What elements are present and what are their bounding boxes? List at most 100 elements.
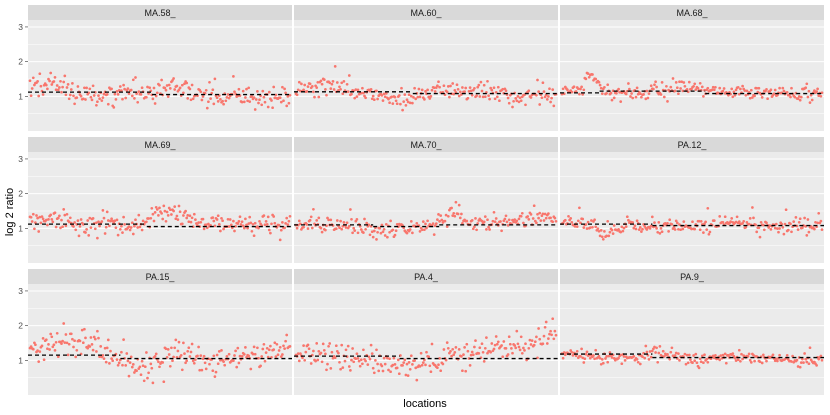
data-point <box>729 220 732 223</box>
data-point <box>182 91 185 95</box>
data-point <box>149 362 153 366</box>
data-point <box>271 106 274 110</box>
data-point <box>265 223 269 226</box>
data-point <box>586 220 590 224</box>
data-point <box>610 356 614 359</box>
data-point <box>320 360 324 364</box>
data-point <box>537 327 540 330</box>
facet-strip <box>560 269 824 284</box>
data-point <box>697 219 701 223</box>
data-point <box>675 221 679 225</box>
data-point <box>645 228 649 231</box>
data-point <box>140 228 144 232</box>
data-point <box>239 223 243 226</box>
data-point <box>345 82 349 86</box>
data-point <box>448 95 451 99</box>
data-point <box>272 215 276 218</box>
data-point <box>105 93 109 96</box>
data-point <box>61 339 64 343</box>
data-point <box>127 374 131 378</box>
data-point <box>735 215 739 219</box>
data-point <box>445 341 449 344</box>
data-point <box>741 84 744 88</box>
data-point <box>507 335 511 339</box>
data-point <box>112 106 116 109</box>
data-point <box>328 342 332 345</box>
data-point <box>623 359 627 362</box>
data-point <box>201 217 205 221</box>
data-point <box>462 353 465 356</box>
data-point <box>123 223 126 226</box>
data-point <box>493 97 497 101</box>
data-point <box>576 87 580 91</box>
y-tick-label: 1 <box>18 355 23 365</box>
data-point <box>66 353 70 357</box>
data-point <box>702 361 705 365</box>
data-point <box>579 87 582 91</box>
data-point <box>580 347 583 351</box>
data-point <box>672 225 676 229</box>
data-point <box>312 349 315 353</box>
data-point <box>234 224 237 228</box>
data-point <box>83 86 86 90</box>
data-point <box>381 230 385 234</box>
data-point <box>453 351 457 354</box>
data-point <box>84 231 87 234</box>
data-point <box>682 81 686 84</box>
data-point <box>44 338 48 342</box>
data-point <box>619 353 623 357</box>
data-point <box>575 225 579 228</box>
data-point <box>621 229 625 233</box>
data-point <box>806 95 810 99</box>
data-point <box>304 350 308 354</box>
data-point <box>495 95 499 99</box>
data-point <box>597 80 601 84</box>
data-point <box>133 224 136 228</box>
data-point <box>391 102 395 105</box>
data-point <box>505 220 509 224</box>
data-point <box>378 226 382 230</box>
data-point <box>804 86 808 90</box>
data-point <box>678 359 681 362</box>
data-point <box>420 88 424 92</box>
data-point <box>78 225 82 228</box>
data-point <box>389 370 392 374</box>
data-point <box>281 85 284 89</box>
data-point <box>92 335 96 339</box>
data-point <box>511 351 514 355</box>
data-point <box>286 223 290 226</box>
data-point <box>796 365 800 368</box>
data-point <box>714 354 717 357</box>
data-point <box>238 354 242 358</box>
data-point <box>186 97 190 100</box>
y-tick-label: 2 <box>18 189 23 199</box>
data-point <box>35 214 38 217</box>
data-point <box>252 96 256 99</box>
data-point <box>434 222 438 225</box>
data-point <box>414 366 418 370</box>
data-point <box>815 90 818 93</box>
data-point <box>711 354 715 358</box>
data-point <box>599 229 603 232</box>
data-point <box>240 355 244 358</box>
data-point <box>696 86 700 90</box>
data-point <box>380 223 384 227</box>
data-point <box>302 88 305 92</box>
data-point <box>187 220 191 224</box>
data-point <box>62 322 66 325</box>
data-point <box>632 226 636 230</box>
data-point <box>468 86 472 89</box>
data-point <box>121 97 124 101</box>
data-point <box>504 214 508 218</box>
data-point <box>138 365 142 369</box>
data-point <box>470 350 474 354</box>
data-point <box>420 228 424 232</box>
data-point <box>747 352 751 356</box>
data-point <box>464 86 468 90</box>
data-point <box>287 101 291 105</box>
data-point <box>135 369 138 373</box>
data-point <box>402 361 406 364</box>
y-tick-label: 2 <box>18 321 23 331</box>
data-point <box>576 219 580 223</box>
data-point <box>416 95 420 99</box>
